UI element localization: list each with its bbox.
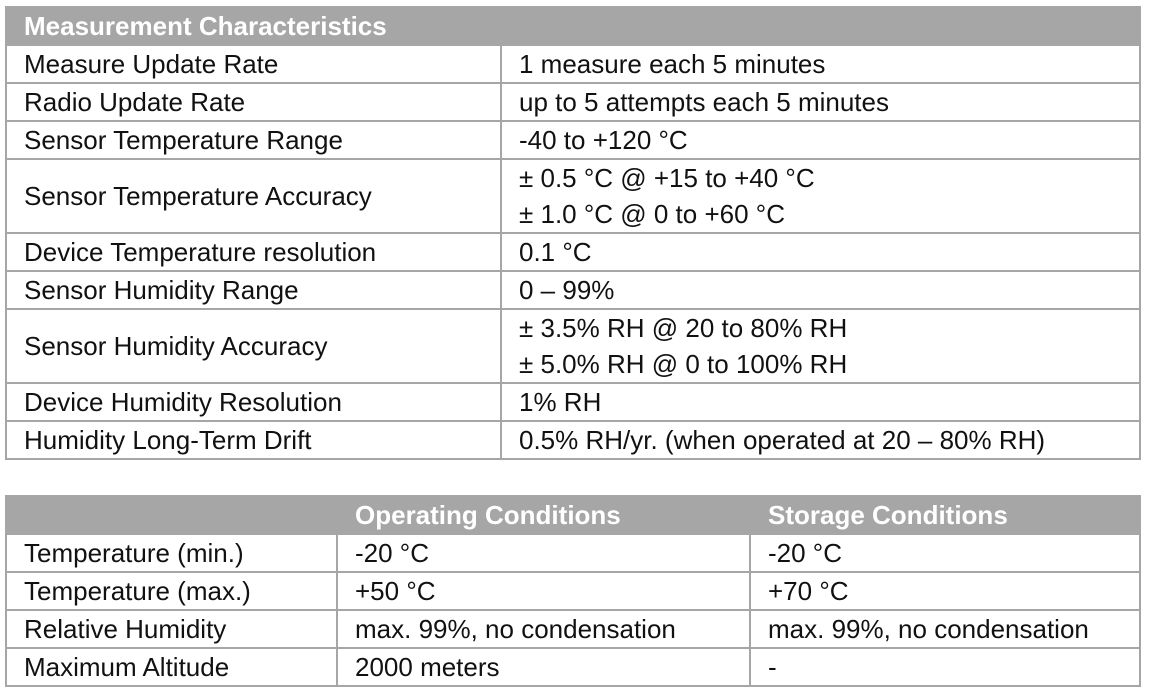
operating-value: max. 99%, no condensation: [336, 609, 751, 649]
row-value: 0.5% RH/yr. (when operated at 20 – 80% R…: [500, 420, 1141, 460]
table-header-row: Operating Conditions Storage Conditions: [5, 495, 1141, 535]
row-value: ± 3.5% RH @ 20 to 80% RH ± 5.0% RH @ 0 t…: [500, 308, 1141, 384]
table-row: Sensor Temperature Accuracy ± 0.5 °C @ +…: [5, 158, 1141, 234]
table-row: Radio Update Rate up to 5 attempts each …: [5, 82, 1141, 122]
table-row: Sensor Humidity Range 0 – 99%: [5, 270, 1141, 310]
table-row: Maximum Altitude 2000 meters -: [5, 647, 1141, 687]
row-label: Measure Update Rate: [5, 44, 502, 84]
row-value: -40 to +120 °C: [500, 120, 1141, 160]
measurement-characteristics-table: Measurement Characteristics Measure Upda…: [5, 6, 1141, 460]
table-row: Sensor Temperature Range -40 to +120 °C: [5, 120, 1141, 160]
operating-value: -20 °C: [336, 533, 751, 573]
row-label: Sensor Humidity Range: [5, 270, 502, 310]
row-label: Sensor Temperature Accuracy: [5, 158, 502, 234]
table-row: Temperature (max.) +50 °C +70 °C: [5, 571, 1141, 611]
row-value-line: ± 0.5 °C @ +15 to +40 °C: [519, 163, 815, 193]
table-row: Relative Humidity max. 99%, no condensat…: [5, 609, 1141, 649]
table-row: Device Temperature resolution 0.1 °C: [5, 232, 1141, 272]
row-value-line: ± 1.0 °C @ 0 to +60 °C: [519, 199, 785, 229]
row-value: up to 5 attempts each 5 minutes: [500, 82, 1141, 122]
row-value: 0.1 °C: [500, 232, 1141, 272]
table-row: Device Humidity Resolution 1% RH: [5, 382, 1141, 422]
conditions-table: Operating Conditions Storage Conditions …: [5, 495, 1141, 687]
table-row: Measure Update Rate 1 measure each 5 min…: [5, 44, 1141, 84]
row-value: 0 – 99%: [500, 270, 1141, 310]
row-label: Device Temperature resolution: [5, 232, 502, 272]
table-title: Measurement Characteristics: [5, 6, 1141, 46]
table-row: Sensor Humidity Accuracy ± 3.5% RH @ 20 …: [5, 308, 1141, 384]
storage-value: -20 °C: [749, 533, 1141, 573]
row-label: Humidity Long-Term Drift: [5, 420, 502, 460]
storage-value: -: [749, 647, 1141, 687]
header-storage-conditions: Storage Conditions: [749, 495, 1141, 535]
table-row: Temperature (min.) -20 °C -20 °C: [5, 533, 1141, 573]
row-label: Device Humidity Resolution: [5, 382, 502, 422]
row-value: 1 measure each 5 minutes: [500, 44, 1141, 84]
operating-value: 2000 meters: [336, 647, 751, 687]
row-value-line: ± 3.5% RH @ 20 to 80% RH: [519, 313, 848, 343]
row-label: Temperature (min.): [5, 533, 338, 573]
row-label: Maximum Altitude: [5, 647, 338, 687]
storage-value: max. 99%, no condensation: [749, 609, 1141, 649]
operating-value: +50 °C: [336, 571, 751, 611]
row-value: 1% RH: [500, 382, 1141, 422]
table-header-row: Measurement Characteristics: [5, 6, 1141, 46]
row-label: Sensor Temperature Range: [5, 120, 502, 160]
storage-value: +70 °C: [749, 571, 1141, 611]
row-value-line: ± 5.0% RH @ 0 to 100% RH: [519, 349, 848, 379]
header-operating-conditions: Operating Conditions: [336, 495, 751, 535]
row-label: Temperature (max.): [5, 571, 338, 611]
header-empty: [5, 495, 338, 535]
row-label: Radio Update Rate: [5, 82, 502, 122]
row-label: Relative Humidity: [5, 609, 338, 649]
row-label: Sensor Humidity Accuracy: [5, 308, 502, 384]
row-value: ± 0.5 °C @ +15 to +40 °C ± 1.0 °C @ 0 to…: [500, 158, 1141, 234]
table-row: Humidity Long-Term Drift 0.5% RH/yr. (wh…: [5, 420, 1141, 460]
